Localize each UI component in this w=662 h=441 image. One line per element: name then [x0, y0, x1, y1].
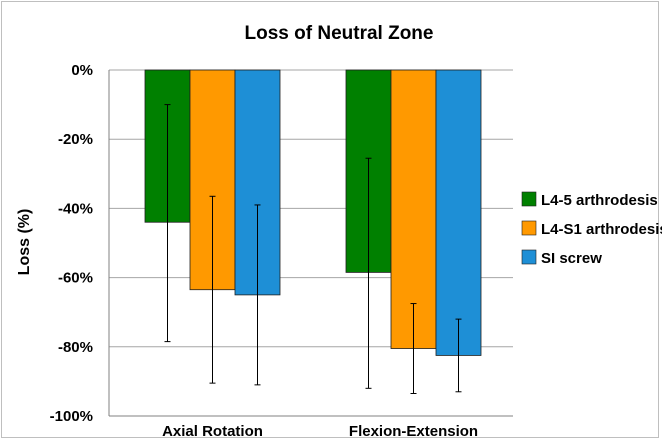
- error-bars: [164, 104, 462, 395]
- x-axis: [108, 70, 513, 417]
- chart-title: Loss of Neutral Zone: [245, 23, 434, 44]
- y-tick-label: -60%: [58, 270, 93, 287]
- y-tick-label: 0%: [71, 62, 93, 79]
- y-tick-labels: 0% -20% -40% -60% -80% -100%: [50, 62, 93, 425]
- legend: L4-5 arthrodesis L4-S1 arthrodesis SI scre…: [521, 191, 662, 267]
- x-tick-label: Axial Rotation: [162, 423, 263, 440]
- y-tick-label: -20%: [58, 131, 93, 148]
- bar: [390, 69, 437, 349]
- bars: [144, 69, 482, 356]
- legend-label: L4-S1 arthrodesis: [541, 221, 662, 238]
- y-tick-label: -100%: [50, 408, 93, 425]
- legend-swatch: [521, 249, 537, 265]
- legend-swatch: [521, 220, 537, 236]
- legend-swatch: [521, 191, 537, 207]
- y-tick-label: -40%: [58, 200, 93, 217]
- y-axis-title: Loss (%): [16, 209, 33, 276]
- legend-label: SI screw: [541, 250, 602, 267]
- y-tick-label: -80%: [58, 339, 93, 356]
- bar: [435, 69, 482, 356]
- x-tick-label: Flexion-Extension: [349, 423, 478, 440]
- x-tick-labels: Axial Rotation Flexion-Extension: [162, 423, 478, 440]
- legend-label: L4-5 arthrodesis: [541, 192, 658, 209]
